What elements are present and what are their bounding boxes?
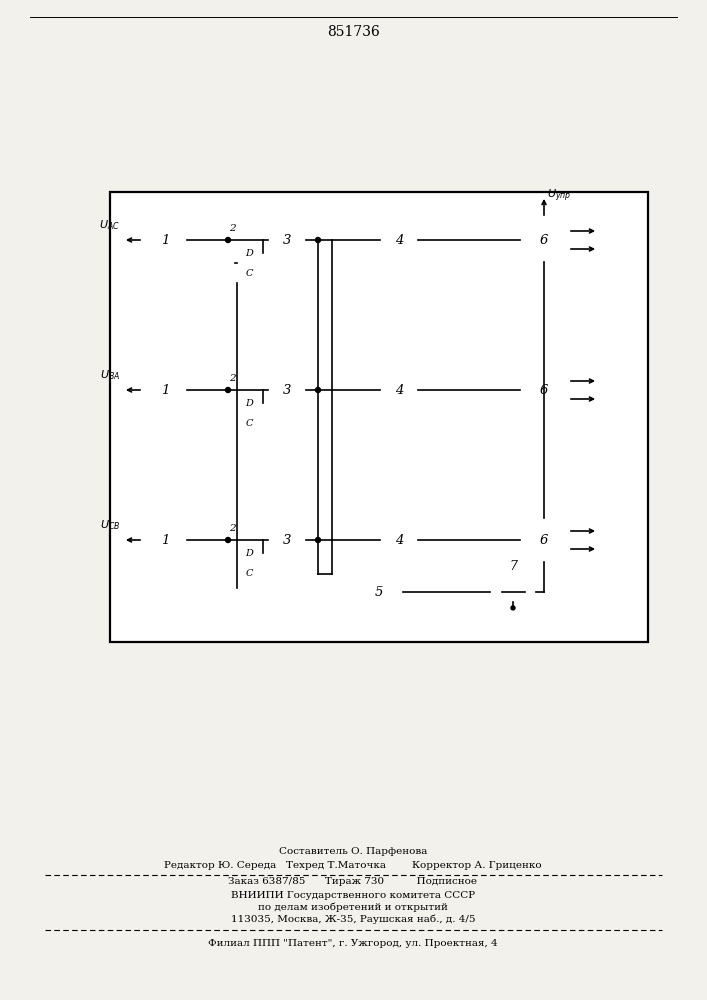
Bar: [355, 574, 403, 610]
Text: $U_{AC}$: $U_{AC}$: [99, 218, 120, 232]
Text: 3: 3: [283, 383, 291, 396]
Bar: [520, 518, 568, 562]
Bar: [110, 192, 648, 642]
Bar: [235, 415, 263, 433]
Circle shape: [226, 538, 230, 542]
Bar: [235, 544, 263, 562]
Text: ВНИИПИ Государственного комитета СССР: ВНИИПИ Государственного комитета СССР: [231, 890, 475, 900]
Bar: [520, 368, 568, 412]
Text: $U_{BA}$: $U_{BA}$: [100, 368, 120, 382]
Text: C: C: [245, 420, 252, 428]
Text: 4: 4: [395, 233, 403, 246]
Text: 7: 7: [509, 560, 517, 574]
Text: 4: 4: [395, 383, 403, 396]
Text: 1: 1: [160, 534, 169, 546]
Bar: [268, 372, 306, 408]
Circle shape: [226, 237, 230, 242]
Text: 3: 3: [283, 534, 291, 546]
Circle shape: [226, 387, 230, 392]
Text: 5: 5: [375, 585, 383, 598]
Bar: [235, 394, 263, 412]
Text: по делам изобретений и открытий: по делам изобретений и открытий: [258, 902, 448, 912]
Bar: [380, 373, 418, 407]
Text: C: C: [245, 570, 252, 578]
Text: Филиал ППП "Патент", г. Ужгород, ул. Проектная, 4: Филиал ППП "Патент", г. Ужгород, ул. Про…: [208, 938, 498, 948]
Text: 1: 1: [160, 233, 169, 246]
Bar: [380, 523, 418, 557]
Text: Заказ 6387/85      Тираж 730          Подписное: Заказ 6387/85 Тираж 730 Подписное: [228, 878, 477, 886]
Text: 6: 6: [540, 233, 548, 246]
Text: Редактор Ю. Середа   Техред Т.Маточка        Корректор А. Гриценко: Редактор Ю. Середа Техред Т.Маточка Корр…: [164, 860, 542, 869]
Text: D: D: [245, 398, 253, 408]
Circle shape: [315, 538, 320, 542]
Bar: [501, 582, 525, 602]
Text: $U_{упр}$: $U_{упр}$: [547, 188, 571, 204]
Text: 113035, Москва, Ж-35, Раушская наб., д. 4/5: 113035, Москва, Ж-35, Раушская наб., д. …: [230, 914, 475, 924]
Circle shape: [511, 606, 515, 610]
Bar: [490, 574, 536, 610]
Text: 6: 6: [540, 383, 548, 396]
Circle shape: [315, 237, 320, 242]
Text: Составитель О. Парфенова: Составитель О. Парфенова: [279, 848, 427, 856]
Bar: [143, 523, 187, 557]
Bar: [143, 223, 187, 257]
Text: $U_{CB}$: $U_{CB}$: [100, 518, 120, 532]
Bar: [143, 373, 187, 407]
Bar: [380, 223, 418, 257]
Text: 2: 2: [229, 524, 235, 533]
Text: 4: 4: [395, 534, 403, 546]
Text: D: D: [245, 548, 253, 558]
Bar: [235, 244, 263, 262]
Text: C: C: [245, 269, 252, 278]
Bar: [235, 265, 263, 283]
Text: 1: 1: [160, 383, 169, 396]
Text: 2: 2: [229, 374, 235, 383]
Circle shape: [315, 387, 320, 392]
Text: 6: 6: [540, 534, 548, 546]
Text: D: D: [245, 248, 253, 257]
Bar: [520, 218, 568, 262]
Bar: [268, 222, 306, 258]
Text: 3: 3: [283, 233, 291, 246]
Bar: [268, 522, 306, 558]
Bar: [235, 565, 263, 583]
Text: 2: 2: [229, 224, 235, 233]
Text: 851736: 851736: [327, 25, 380, 39]
